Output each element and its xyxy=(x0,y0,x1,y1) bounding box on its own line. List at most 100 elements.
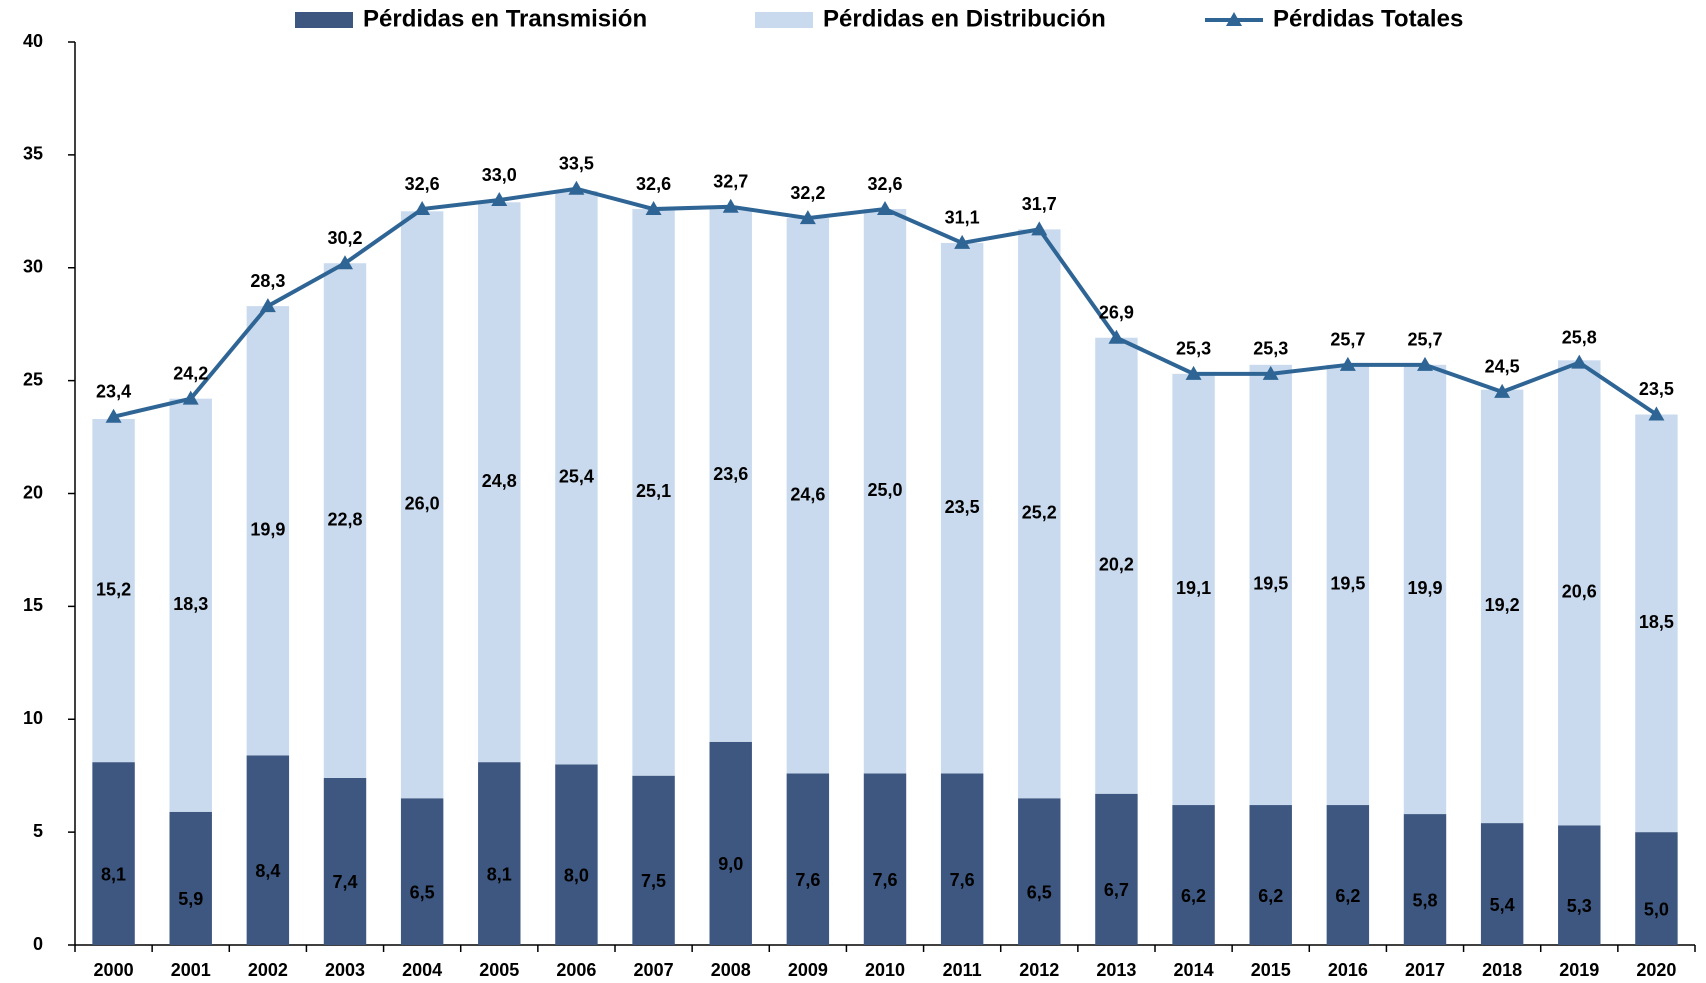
line-marker xyxy=(877,201,893,216)
bar xyxy=(940,242,984,774)
x-tick-label: 2019 xyxy=(1559,960,1599,980)
data-label: 8,1 xyxy=(101,864,126,884)
line-marker xyxy=(954,234,971,249)
x-tick-label: 2010 xyxy=(865,960,905,980)
data-label: 32,2 xyxy=(790,183,825,203)
line-marker xyxy=(1185,365,1202,380)
line-marker xyxy=(799,210,816,225)
line-marker xyxy=(337,255,353,270)
x-tick-label: 2007 xyxy=(634,960,674,980)
bar xyxy=(478,762,521,945)
bar xyxy=(1172,805,1215,945)
y-tick-label: 15 xyxy=(23,595,43,615)
legend-swatch xyxy=(755,12,813,28)
y-tick-label: 40 xyxy=(23,31,43,51)
line-marker xyxy=(645,201,662,216)
data-label: 19,5 xyxy=(1253,574,1288,594)
line-marker xyxy=(491,192,508,207)
legend-label: Pérdidas en Transmisión xyxy=(363,5,647,32)
data-label: 6,5 xyxy=(410,882,435,902)
x-tick-label: 2003 xyxy=(325,960,365,980)
data-label: 19,9 xyxy=(250,519,285,539)
x-tick-label: 2002 xyxy=(248,960,288,980)
bar xyxy=(169,398,212,812)
data-label: 19,5 xyxy=(1330,574,1365,594)
data-label: 6,2 xyxy=(1335,886,1360,906)
x-tick-label: 2011 xyxy=(943,960,982,980)
bar xyxy=(1095,793,1138,945)
bar xyxy=(940,773,984,945)
data-label: 15,2 xyxy=(96,579,131,599)
bar xyxy=(1095,337,1138,794)
bar xyxy=(1249,805,1292,945)
data-label: 25,3 xyxy=(1253,339,1288,359)
line-marker xyxy=(259,298,276,313)
data-label: 23,5 xyxy=(945,497,980,517)
line-marker xyxy=(1417,356,1433,371)
bar xyxy=(555,764,598,945)
data-label: 19,9 xyxy=(1407,578,1442,598)
bar xyxy=(92,419,135,763)
line-marker xyxy=(568,180,585,195)
data-label: 32,6 xyxy=(405,174,440,194)
data-label: 6,7 xyxy=(1104,880,1129,900)
bar xyxy=(1403,364,1447,815)
data-label: 20,2 xyxy=(1099,554,1134,574)
data-label: 26,9 xyxy=(1099,302,1134,322)
line-marker xyxy=(1031,221,1048,236)
legend-label: Pérdidas en Distribución xyxy=(823,5,1106,32)
data-label: 23,4 xyxy=(96,381,131,401)
data-label: 6,2 xyxy=(1181,886,1206,906)
x-tick-label: 2020 xyxy=(1636,960,1676,980)
line-marker xyxy=(1648,406,1665,421)
data-label: 24,5 xyxy=(1485,357,1520,377)
data-label: 7,4 xyxy=(332,872,357,892)
line-marker xyxy=(1339,356,1356,371)
y-tick-label: 30 xyxy=(23,257,43,277)
data-label: 20,6 xyxy=(1562,582,1597,602)
y-tick-label: 5 xyxy=(33,821,43,841)
data-label: 25,8 xyxy=(1562,327,1597,347)
y-tick-label: 35 xyxy=(23,144,43,164)
bar xyxy=(1635,832,1678,945)
bar xyxy=(400,798,444,945)
data-label: 25,0 xyxy=(867,480,902,500)
line-marker xyxy=(182,390,199,405)
data-label: 19,1 xyxy=(1176,578,1211,598)
bar xyxy=(1326,364,1370,806)
y-tick-label: 25 xyxy=(23,369,43,389)
data-label: 6,2 xyxy=(1258,886,1283,906)
bar xyxy=(1249,364,1292,806)
x-tick-label: 2017 xyxy=(1405,960,1445,980)
data-label: 8,1 xyxy=(487,864,512,884)
line-marker xyxy=(105,408,122,423)
data-label: 5,8 xyxy=(1412,890,1437,910)
data-label: 30,2 xyxy=(327,228,362,248)
bar xyxy=(1635,414,1678,833)
line-marker xyxy=(414,201,431,216)
x-tick-label: 2005 xyxy=(479,960,519,980)
data-label: 25,1 xyxy=(636,481,671,501)
bar xyxy=(92,762,135,945)
data-label: 24,6 xyxy=(790,485,825,505)
bar xyxy=(1172,373,1215,806)
line-marker xyxy=(722,198,739,213)
bar xyxy=(555,190,598,765)
bar xyxy=(1558,360,1601,826)
bar xyxy=(246,755,290,945)
bar xyxy=(246,306,290,756)
data-label: 7,6 xyxy=(872,870,897,890)
data-label: 23,6 xyxy=(713,464,748,484)
line-marker xyxy=(1262,365,1279,380)
data-label: 24,8 xyxy=(482,471,517,491)
data-label: 23,5 xyxy=(1639,379,1674,399)
data-label: 19,2 xyxy=(1485,595,1520,615)
data-label: 18,5 xyxy=(1639,612,1674,632)
data-label: 25,3 xyxy=(1176,339,1211,359)
data-label: 25,4 xyxy=(559,466,594,486)
bar xyxy=(786,218,830,774)
data-label: 5,3 xyxy=(1567,896,1592,916)
data-label: 31,7 xyxy=(1022,194,1057,214)
bar xyxy=(1018,798,1061,945)
bar xyxy=(632,775,675,945)
